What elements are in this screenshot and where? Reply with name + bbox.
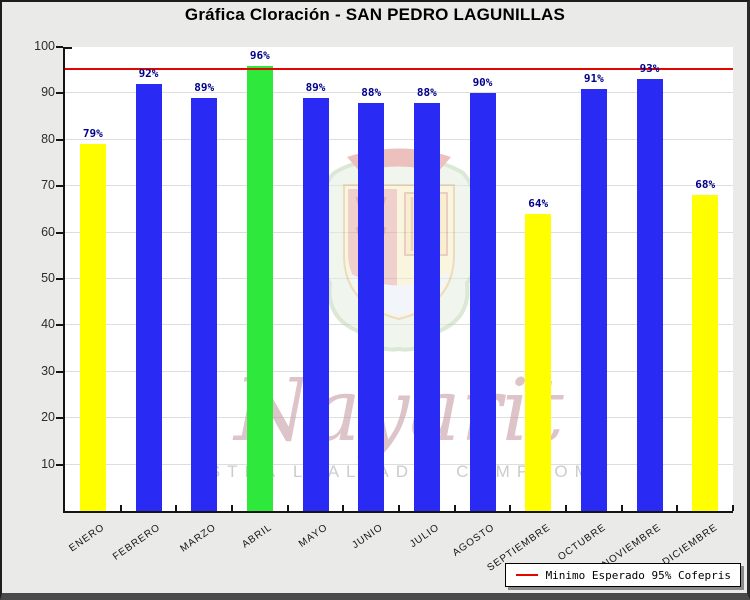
- x-category-label: AGOSTO: [450, 522, 497, 559]
- x-category-label: DICIEMBRE: [660, 522, 720, 569]
- y-tick-label: 50: [41, 271, 55, 285]
- reference-line-swatch: [515, 574, 538, 576]
- bar-septiembre: [525, 214, 552, 511]
- y-tick-label: 40: [41, 317, 55, 332]
- x-category-label: JULIO: [407, 522, 442, 551]
- y-axis-tick: [56, 46, 63, 48]
- gridline: [65, 92, 733, 94]
- plot-area: Nayarit NUESTRA LEALTAD Y COMPROMISO 79%…: [63, 47, 734, 513]
- y-tick-label: 30: [41, 363, 55, 378]
- y-axis-tick: [56, 138, 63, 141]
- bar-febrero: [135, 84, 162, 511]
- y-axis-tick: [56, 231, 63, 234]
- x-axis-tick: [398, 505, 400, 511]
- x-axis-tick: [732, 505, 734, 511]
- gridline: [65, 370, 733, 372]
- gridline: [65, 417, 733, 419]
- x-axis-tick: [453, 505, 456, 511]
- gridline: [65, 185, 733, 187]
- y-tick-label: 10: [41, 456, 55, 471]
- x-axis-tick: [565, 505, 567, 511]
- bar-value-label: 92%: [138, 67, 159, 81]
- x-axis-tick: [509, 505, 512, 511]
- y-tick-label: 80: [41, 131, 55, 146]
- bar-junio: [358, 102, 385, 511]
- bar-value-label: 88%: [416, 85, 437, 99]
- chart-title: Gráfica Cloración - SAN PEDRO LAGUNILLAS: [184, 5, 566, 24]
- bar-enero: [79, 144, 106, 511]
- bar-mayo: [302, 98, 329, 511]
- y-axis-tick: [56, 278, 63, 280]
- x-category-label: JUNIO: [350, 522, 386, 552]
- bar-value-label: 64%: [528, 197, 549, 211]
- bar-value-label: 79%: [82, 127, 103, 141]
- bar-agosto: [469, 93, 496, 511]
- gridline: [65, 231, 733, 233]
- legend-label: Minimo Esperado 95% Cofepris: [545, 568, 731, 582]
- bar-value-label: 88%: [361, 85, 382, 99]
- y-tick-label: 70: [41, 178, 55, 193]
- x-axis-tick: [231, 505, 233, 511]
- y-axis-tick: [56, 185, 63, 188]
- bar-value-label: 96%: [249, 48, 270, 62]
- bar-diciembre: [692, 195, 719, 511]
- gridline: [65, 138, 733, 140]
- y-tick-label: 60: [41, 224, 55, 239]
- coat-of-arms-icon: [316, 148, 481, 352]
- x-category-label: OCTUBRE: [556, 522, 609, 564]
- gridline: [65, 278, 733, 279]
- bar-value-label: 89%: [305, 81, 326, 95]
- bar-octubre: [580, 88, 607, 511]
- bar-noviembre: [636, 79, 663, 511]
- y-axis-tick: [56, 324, 63, 327]
- bar-value-label: 90%: [472, 76, 493, 90]
- x-axis-tick: [620, 505, 623, 511]
- gridline: [65, 324, 733, 326]
- x-category-label: ABRIL: [240, 522, 275, 551]
- bar-value-label: 93%: [639, 62, 660, 76]
- x-axis-tick: [342, 505, 345, 511]
- x-category-label: MAYO: [296, 522, 330, 550]
- x-axis-tick: [119, 505, 122, 511]
- gridline: [65, 463, 733, 465]
- y-tick-label: 20: [41, 410, 55, 425]
- bar-julio: [413, 102, 440, 511]
- reference-line: [65, 68, 733, 71]
- x-axis-tick: [676, 505, 679, 511]
- y-axis-tick: [56, 417, 63, 420]
- bar-value-label: 91%: [583, 71, 604, 85]
- bar-abril: [246, 65, 273, 511]
- legend: Minimo Esperado 95% Cofepris: [504, 563, 741, 587]
- y-axis-top-tick: [63, 47, 72, 49]
- watermark-script-text: Nayarit: [232, 361, 564, 461]
- x-axis-tick: [175, 505, 178, 511]
- y-axis-tick: [56, 92, 63, 95]
- x-category-label: ENERO: [67, 522, 108, 555]
- x-axis-tick: [286, 505, 289, 511]
- x-category-label: FEBRERO: [111, 522, 163, 563]
- y-axis-tick: [56, 463, 63, 466]
- bar-value-label: 68%: [695, 178, 716, 192]
- y-tick-label: 100: [34, 39, 55, 53]
- bar-value-label: 89%: [194, 81, 215, 95]
- x-category-label: MARZO: [178, 522, 219, 555]
- y-axis-tick: [56, 370, 63, 373]
- bar-marzo: [191, 98, 218, 511]
- y-tick-label: 90: [41, 85, 55, 100]
